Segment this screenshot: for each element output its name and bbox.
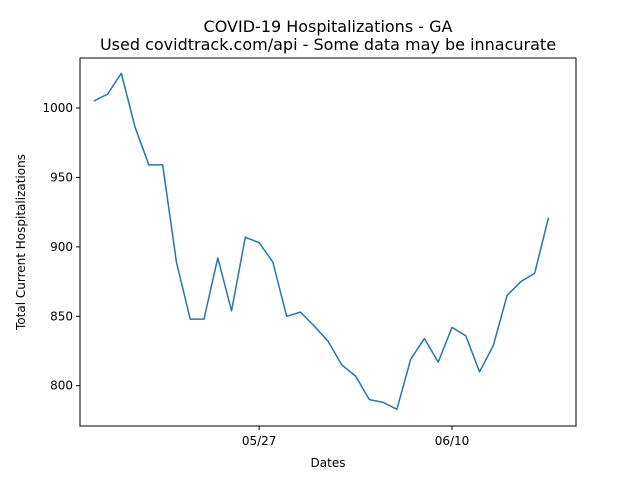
y-tick-label: 800 — [50, 379, 73, 393]
series-line — [93, 72, 550, 411]
y-axis-label: Total Current Hospitalizations — [14, 154, 28, 331]
y-tick-label: 900 — [50, 240, 73, 254]
chart-subtitle: Used covidtrack.com/api - Some data may … — [100, 35, 556, 54]
series-layer — [93, 72, 550, 411]
x-axis-label: Dates — [311, 456, 346, 470]
y-tick-label: 1000 — [42, 101, 73, 115]
y-tick-label: 850 — [50, 309, 73, 323]
chart-title: COVID-19 Hospitalizations - GA — [204, 17, 453, 36]
x-axis: 05/27 06/10 — [242, 426, 469, 448]
x-tick-label: 05/27 — [242, 434, 277, 448]
y-tick-label: 950 — [50, 170, 73, 184]
y-axis: 800 850 900 950 1000 — [42, 101, 80, 393]
plot-frame — [79, 57, 577, 427]
x-tick-label: 06/10 — [435, 434, 470, 448]
